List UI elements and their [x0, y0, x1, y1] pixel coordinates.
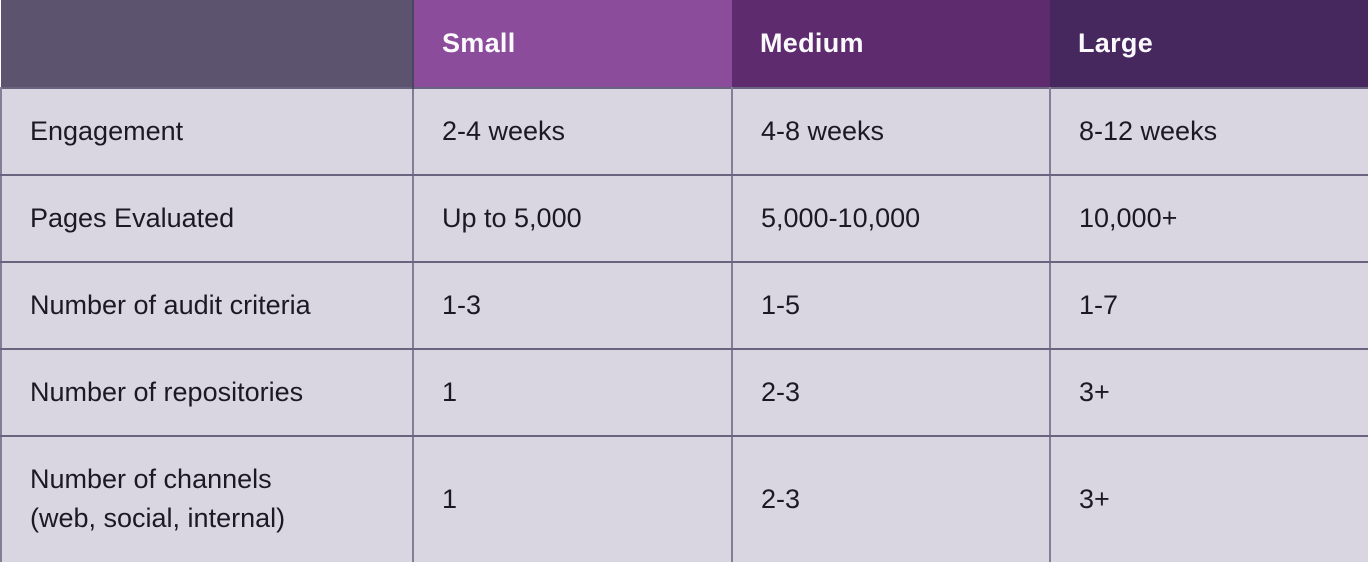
- cell-criteria-small: 1-3: [412, 261, 733, 350]
- table-row-audit-criteria: Number of audit criteria 1-3 1-5 1-7: [0, 261, 1368, 350]
- header-cell-medium: Medium: [732, 0, 1050, 88]
- header-cell-empty: [1, 0, 414, 88]
- table-row-channels: Number of channels (web, social, interna…: [0, 435, 1368, 562]
- cell-pages-medium: 5,000-10,000: [731, 174, 1051, 263]
- cell-channels-large: 3+: [1049, 435, 1368, 562]
- cell-repositories-small: 1: [412, 348, 733, 437]
- cell-pages-small: Up to 5,000: [412, 174, 733, 263]
- table-row-pages-evaluated: Pages Evaluated Up to 5,000 5,000-10,000…: [0, 174, 1368, 263]
- cell-repositories-large: 3+: [1049, 348, 1368, 437]
- cell-channels-small: 1: [412, 435, 733, 562]
- cell-engagement-small: 2-4 weeks: [412, 87, 733, 176]
- cell-criteria-medium: 1-5: [731, 261, 1051, 350]
- cell-criteria-large: 1-7: [1049, 261, 1368, 350]
- row-label: Engagement: [0, 87, 414, 176]
- header-cell-small: Small: [413, 0, 732, 88]
- cell-pages-large: 10,000+: [1049, 174, 1368, 263]
- row-label: Number of channels (web, social, interna…: [0, 435, 414, 562]
- table-row-engagement: Engagement 2-4 weeks 4-8 weeks 8-12 week…: [0, 87, 1368, 176]
- row-label: Number of audit criteria: [0, 261, 414, 350]
- row-label: Number of repositories: [0, 348, 414, 437]
- table-header-row: Small Medium Large: [1, 0, 1368, 88]
- cell-engagement-medium: 4-8 weeks: [731, 87, 1051, 176]
- header-cell-large: Large: [1050, 0, 1368, 88]
- table-row-repositories: Number of repositories 1 2-3 3+: [0, 348, 1368, 437]
- row-label: Pages Evaluated: [0, 174, 414, 263]
- cell-channels-medium: 2-3: [731, 435, 1051, 562]
- cell-repositories-medium: 2-3: [731, 348, 1051, 437]
- cell-engagement-large: 8-12 weeks: [1049, 87, 1368, 176]
